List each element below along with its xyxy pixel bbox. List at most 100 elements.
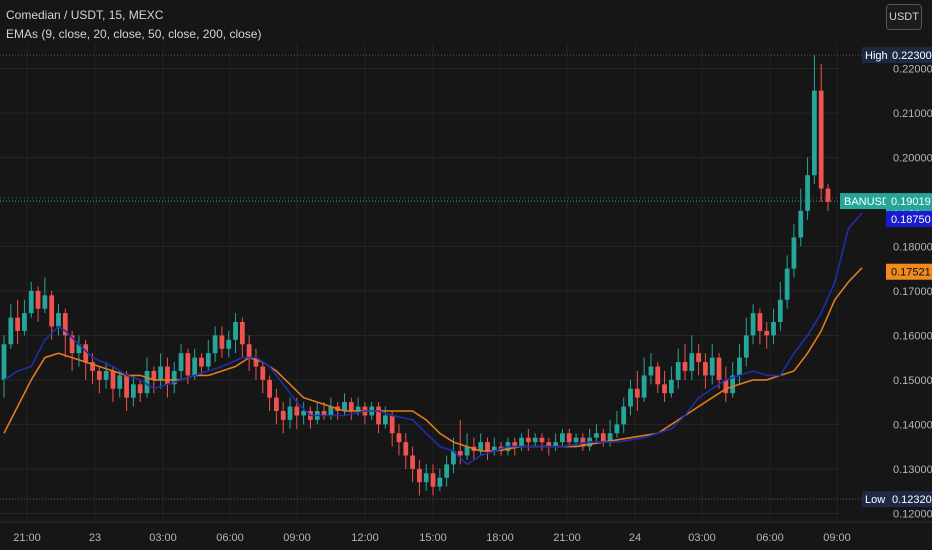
candle-body: [464, 446, 470, 456]
candle-body: [703, 362, 708, 376]
candle-body: [532, 437, 538, 443]
ema-indicator-legend[interactable]: EMAs (9, close, 20, close, 50, close, 20…: [6, 27, 262, 41]
candle-body: [382, 415, 388, 425]
candle-body: [791, 237, 797, 269]
y-tick-label: 0.20000: [893, 152, 932, 164]
low-badge-bg: [862, 491, 932, 508]
x-tick-label: 06:00: [756, 532, 784, 544]
candle-body: [614, 424, 620, 434]
candle-body: [478, 442, 484, 452]
currency-button[interactable]: USDT: [886, 4, 922, 30]
candle-body: [730, 375, 736, 394]
candle-body: [457, 451, 463, 456]
candle-body: [355, 406, 361, 412]
candle-body: [280, 411, 286, 420]
candle-body: [22, 313, 27, 331]
candle-body: [641, 375, 647, 398]
candle-body: [253, 357, 259, 367]
candle-body: [696, 353, 701, 363]
candle-body: [553, 442, 558, 447]
candle-body: [165, 366, 170, 385]
candle-body: [396, 433, 402, 443]
candle-body: [737, 357, 742, 376]
x-tick-label: 15:00: [419, 532, 447, 544]
candle-body: [328, 406, 334, 416]
candle-body: [818, 90, 824, 189]
candle-body: [185, 353, 191, 376]
candle-body: [580, 437, 586, 447]
candle-body: [410, 455, 415, 469]
candle-body: [784, 268, 790, 300]
y-tick-label: 0.22000: [893, 63, 932, 75]
candle-body: [226, 339, 232, 349]
candle-body: [76, 344, 82, 354]
candle-body: [131, 384, 136, 398]
candle-body: [42, 295, 48, 309]
candle-body: [103, 370, 109, 380]
y-tick-label: 0.14000: [893, 419, 932, 431]
candle-body: [655, 366, 661, 385]
candle-body: [56, 313, 61, 327]
current-price-value: 0.19019: [891, 196, 931, 208]
ema-slow-badge-bg: [886, 263, 932, 280]
candle-body: [233, 322, 238, 340]
x-tick-label: 24: [629, 532, 641, 544]
candle-body: [137, 384, 143, 394]
candle-body: [607, 433, 613, 443]
candle-body: [764, 330, 770, 336]
candle-body: [573, 437, 579, 443]
y-tick-label: 0.15000: [893, 375, 932, 387]
y-tick-label: 0.13000: [893, 464, 932, 476]
high-badge-label: High: [865, 50, 888, 62]
candle-body: [621, 406, 627, 425]
x-tick-label: 03:00: [149, 532, 177, 544]
candle-body: [485, 442, 490, 452]
candle-body: [512, 442, 518, 447]
candle-body: [689, 353, 695, 371]
x-tick-label: 09:00: [283, 532, 311, 544]
candle-body: [600, 433, 606, 443]
candle-body: [124, 375, 129, 398]
candle-body: [158, 366, 164, 380]
candle-body: [267, 379, 272, 398]
candle-body: [723, 379, 729, 394]
candle-body: [287, 406, 293, 420]
candle-body: [83, 344, 89, 363]
ema-fast-badge-value: 0.18750: [891, 214, 931, 226]
y-tick-label: 0.17000: [893, 286, 932, 298]
candle-body: [90, 362, 95, 371]
candle-body: [246, 344, 252, 358]
candle-body: [260, 366, 266, 380]
y-tick-label: 0.16000: [893, 330, 932, 342]
candle-body: [777, 299, 783, 323]
candle-body: [178, 353, 184, 371]
candle-body: [205, 353, 211, 367]
candle-body: [110, 370, 116, 389]
candle-body: [805, 175, 810, 211]
candle-body: [403, 442, 409, 456]
candle-body: [560, 433, 565, 443]
candle-body: [648, 366, 654, 376]
candle-body: [15, 317, 21, 331]
x-tick-label: 21:00: [553, 532, 581, 544]
ema-slow-line: [3, 267, 863, 452]
candle-body: [430, 473, 436, 487]
candle-body: [716, 357, 722, 380]
candle-body: [423, 473, 429, 483]
candle-body: [301, 411, 307, 416]
candle-body: [199, 357, 204, 367]
x-tick-label: 23: [89, 532, 101, 544]
x-tick-label: 12:00: [351, 532, 379, 544]
candle-body: [437, 477, 443, 487]
ema-fast-line: [3, 212, 863, 466]
candle-body: [743, 335, 749, 358]
ema-slow-badge-value: 0.17521: [891, 267, 931, 279]
y-tick-label: 0.21000: [893, 108, 932, 120]
candle-body: [525, 437, 531, 443]
candle-body: [28, 290, 34, 314]
candle-body: [417, 468, 422, 483]
candle-body: [675, 362, 681, 380]
candle-body: [444, 464, 450, 478]
candle-body: [628, 388, 633, 407]
